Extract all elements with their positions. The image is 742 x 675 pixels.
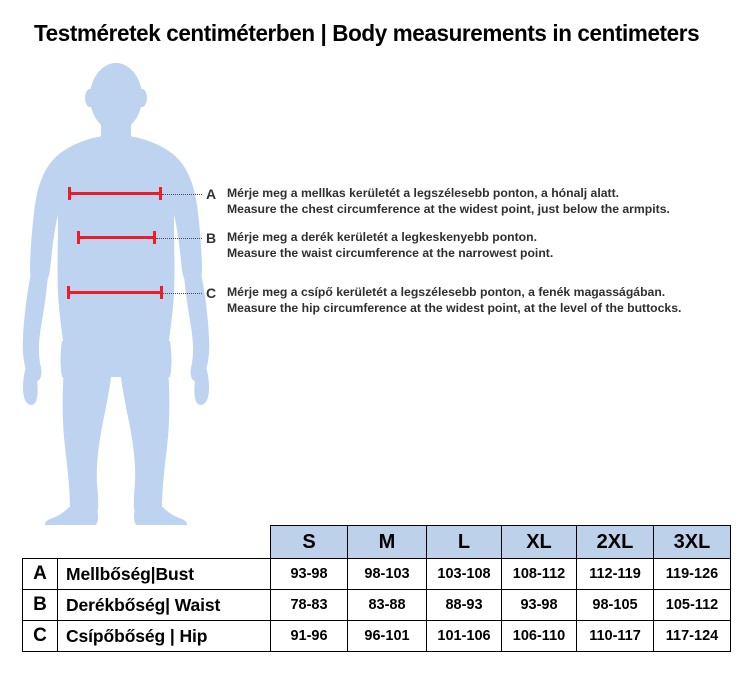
- table-row: B Derékbőség| Waist 78-83 83-88 88-93 93…: [22, 589, 731, 621]
- cell-waist-s: 78-83: [270, 589, 348, 621]
- measure-letter-c: C: [206, 285, 217, 301]
- cell-bust-xl: 108-112: [501, 558, 577, 590]
- measure-cap-b-right: [153, 231, 156, 244]
- cell-waist-m: 83-88: [347, 589, 427, 621]
- cell-hip-xl: 106-110: [501, 620, 577, 652]
- table-row: A Mellbőség|Bust 93-98 98-103 103-108 10…: [22, 558, 731, 590]
- measure-cap-a-right: [159, 187, 162, 200]
- column-header-2xl: 2XL: [576, 525, 654, 559]
- page-title: Testméretek centiméterben | Body measure…: [34, 20, 700, 46]
- cell-bust-2xl: 112-119: [576, 558, 654, 590]
- cell-bust-m: 98-103: [347, 558, 427, 590]
- table-header-row: S M L XL 2XL 3XL: [23, 525, 731, 559]
- description-b-en: Measure the waist circumference at the n…: [227, 245, 554, 260]
- column-header-l: L: [426, 525, 502, 559]
- description-c-hu: Mérje meg a csípő kerületét a legszélese…: [227, 285, 666, 299]
- measure-bar-c: [67, 291, 163, 294]
- header-spacer-name: [58, 526, 271, 559]
- column-header-m: M: [347, 525, 427, 559]
- description-b-hu: Mérje meg a derék kerületét a legkeskeny…: [227, 230, 537, 244]
- header-spacer-letter: [23, 526, 58, 559]
- row-letter-b: B: [22, 589, 58, 621]
- leader-line-b: [156, 238, 202, 239]
- cell-hip-2xl: 110-117: [576, 620, 654, 652]
- table-row: C Csípőbőség | Hip 91-96 96-101 101-106 …: [22, 620, 731, 652]
- body-silhouette-icon: [22, 63, 210, 525]
- cell-hip-l: 101-106: [426, 620, 502, 652]
- measurement-description-b: Mérje meg a derék kerületét a legkeskeny…: [227, 230, 553, 261]
- description-a-hu: Mérje meg a mellkas kerületét a legszéle…: [227, 186, 620, 200]
- cell-bust-l: 103-108: [426, 558, 502, 590]
- leader-line-a: [162, 194, 202, 195]
- description-a-en: Measure the chest circumference at the w…: [227, 201, 670, 216]
- column-header-3xl: 3XL: [653, 525, 731, 559]
- cell-hip-m: 96-101: [347, 620, 427, 652]
- cell-bust-3xl: 119-126: [653, 558, 731, 590]
- size-chart-table: S M L XL 2XL 3XL A Mellbőség|Bust 93-98 …: [22, 525, 731, 652]
- row-name-hip: Csípőbőség | Hip: [57, 620, 271, 652]
- column-header-xl: XL: [501, 525, 577, 559]
- cell-waist-l: 88-93: [426, 589, 502, 621]
- column-header-s: S: [270, 525, 348, 559]
- measure-bar-b: [77, 236, 155, 239]
- row-name-waist: Derékbőség| Waist: [57, 589, 271, 621]
- cell-waist-2xl: 98-105: [576, 589, 654, 621]
- cell-waist-3xl: 105-112: [653, 589, 731, 621]
- row-letter-a: A: [22, 558, 58, 590]
- description-c-en: Measure the hip circumference at the wid…: [227, 300, 682, 315]
- measurement-description-a: Mérje meg a mellkas kerületét a legszéle…: [227, 186, 670, 217]
- cell-bust-s: 93-98: [270, 558, 348, 590]
- measure-bar-a: [68, 192, 162, 195]
- cell-waist-xl: 93-98: [501, 589, 577, 621]
- row-letter-c: C: [22, 620, 58, 652]
- cell-hip-3xl: 117-124: [653, 620, 731, 652]
- measure-letter-b: B: [206, 230, 217, 246]
- leader-line-c: [163, 293, 202, 294]
- cell-hip-s: 91-96: [270, 620, 348, 652]
- measure-cap-c-right: [160, 286, 163, 299]
- measurement-description-c: Mérje meg a csípő kerületét a legszélese…: [227, 285, 681, 316]
- body-diagram: A B C: [0, 55, 250, 525]
- measure-letter-a: A: [206, 186, 217, 202]
- row-name-bust: Mellbőség|Bust: [57, 558, 271, 590]
